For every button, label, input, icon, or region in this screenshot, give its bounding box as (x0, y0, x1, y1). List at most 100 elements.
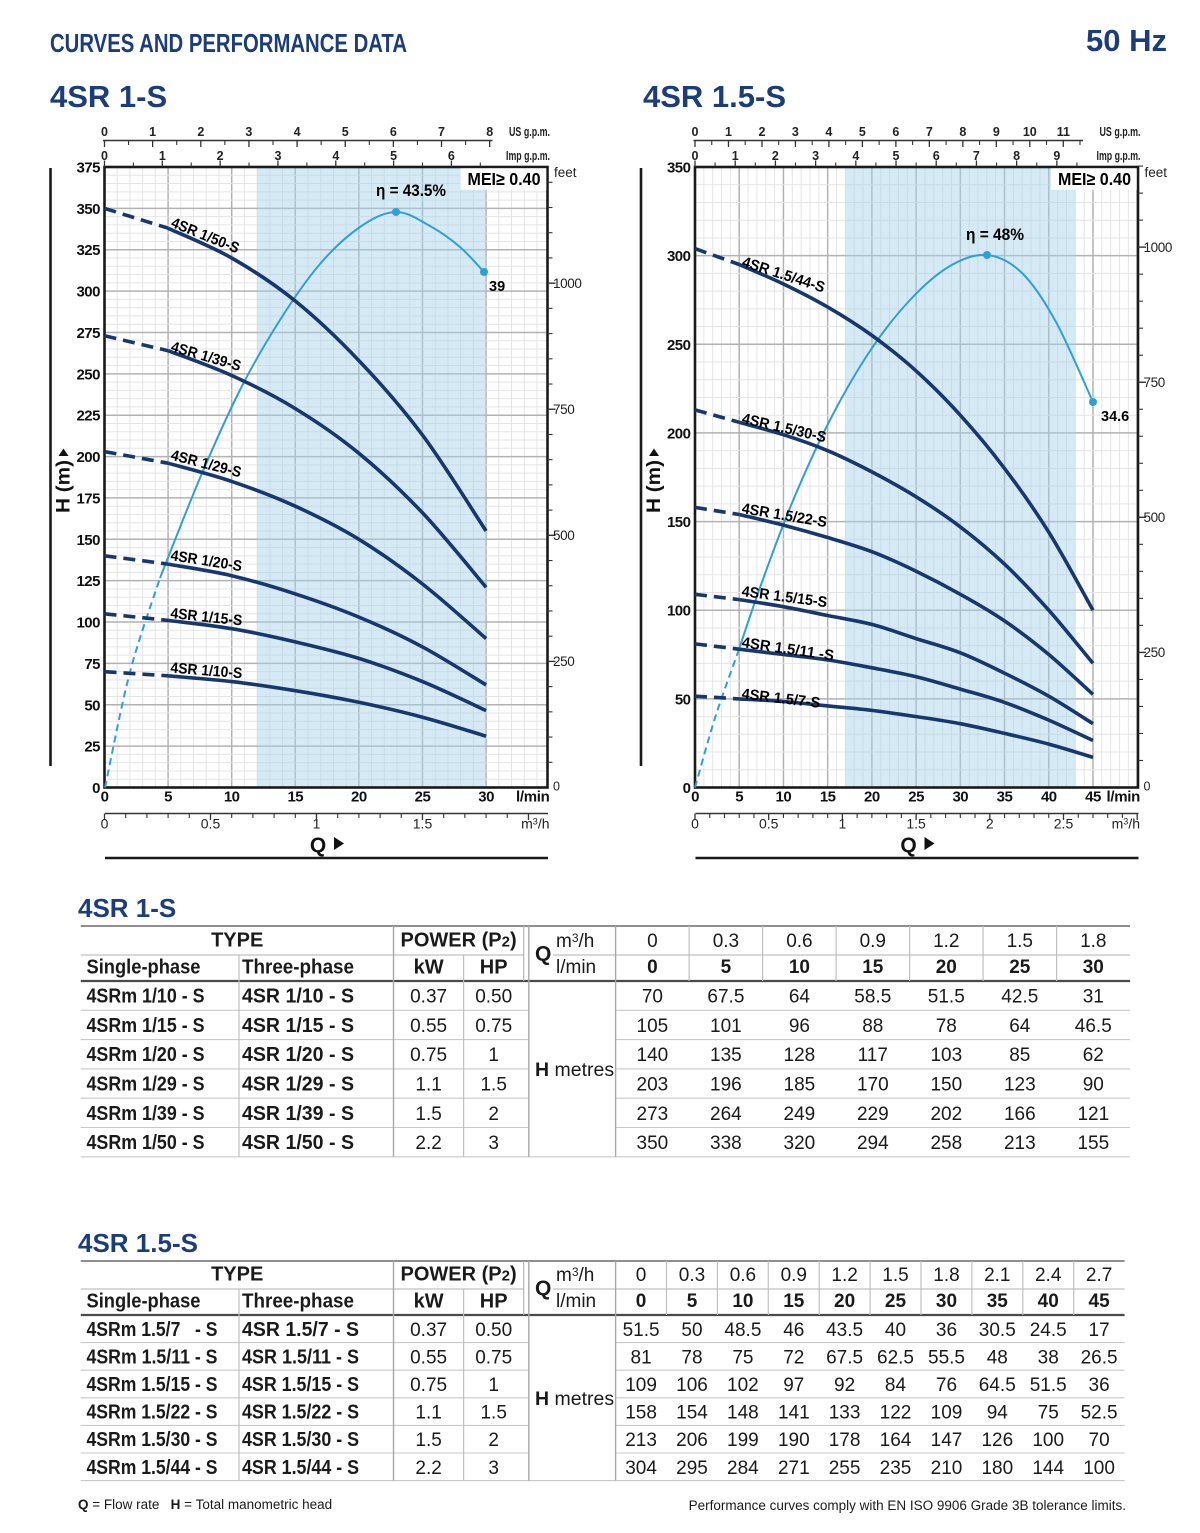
svg-text:40: 40 (1041, 789, 1057, 806)
svg-text:295: 295 (676, 1458, 708, 1479)
svg-text:36: 36 (936, 1320, 957, 1341)
svg-text:4SR 1/39 - S: 4SR 1/39 - S (242, 1103, 354, 1125)
svg-text:100: 100 (1032, 1430, 1064, 1451)
svg-text:4SR 1/29 - S: 4SR 1/29 - S (242, 1074, 354, 1096)
svg-text:36: 36 (1089, 1375, 1110, 1396)
svg-text:42.5: 42.5 (1001, 987, 1038, 1008)
svg-text:94: 94 (987, 1403, 1009, 1424)
svg-text:HP: HP (480, 957, 508, 979)
svg-text:4SRm 1.5/30 - S: 4SRm 1.5/30 - S (87, 1429, 218, 1451)
svg-text:1.8: 1.8 (933, 1265, 959, 1286)
svg-text:128: 128 (784, 1045, 816, 1066)
svg-text:15: 15 (287, 789, 303, 806)
svg-text:20: 20 (936, 957, 957, 978)
svg-text:58.5: 58.5 (854, 987, 891, 1008)
svg-text:1.8: 1.8 (1080, 931, 1106, 952)
svg-text:40: 40 (885, 1320, 906, 1341)
svg-text:0: 0 (692, 149, 699, 163)
svg-text:271: 271 (778, 1458, 810, 1479)
svg-text:67.5: 67.5 (826, 1347, 863, 1368)
svg-text:3: 3 (245, 125, 252, 139)
svg-text:25: 25 (415, 789, 431, 806)
svg-text:0.75: 0.75 (410, 1045, 447, 1066)
svg-text:50: 50 (681, 1320, 702, 1341)
svg-text:1.5: 1.5 (906, 816, 926, 832)
svg-text:0: 0 (647, 931, 658, 952)
svg-text:4SRm 1.5/44 - S: 4SRm 1.5/44 - S (87, 1457, 218, 1479)
svg-text:264: 264 (710, 1104, 742, 1125)
svg-text:1.5: 1.5 (1007, 931, 1033, 952)
svg-text:3: 3 (488, 1458, 499, 1479)
svg-text:25: 25 (885, 1291, 907, 1312)
svg-text:4: 4 (852, 149, 859, 163)
svg-text:213: 213 (625, 1430, 657, 1451)
svg-text:55.5: 55.5 (928, 1347, 965, 1368)
svg-text:46.5: 46.5 (1075, 1016, 1112, 1037)
svg-text:5: 5 (342, 125, 349, 139)
svg-text:45: 45 (1085, 789, 1101, 806)
svg-text:109: 109 (931, 1403, 963, 1424)
svg-text:255: 255 (829, 1458, 861, 1479)
svg-text:196: 196 (710, 1075, 742, 1096)
svg-text:feet: feet (554, 165, 577, 180)
svg-text:15: 15 (783, 1291, 805, 1312)
svg-text:25: 25 (84, 739, 100, 756)
svg-text:106: 106 (676, 1375, 708, 1396)
svg-text:51.5: 51.5 (928, 987, 965, 1008)
svg-text:2: 2 (772, 149, 779, 163)
svg-text:20: 20 (864, 789, 880, 806)
svg-text:350: 350 (76, 201, 100, 218)
svg-text:1.1: 1.1 (415, 1403, 441, 1424)
svg-text:20: 20 (351, 789, 367, 806)
svg-text:64.5: 64.5 (979, 1375, 1016, 1396)
svg-text:TYPE: TYPE (211, 930, 263, 952)
svg-text:1.5: 1.5 (480, 1075, 506, 1096)
svg-text:4SRm 1/10 - S: 4SRm 1/10 - S (87, 986, 205, 1008)
svg-text:4SR 1.5-S: 4SR 1.5-S (643, 79, 786, 114)
svg-text:l/min: l/min (516, 789, 550, 806)
svg-text:4SRm 1/50 - S: 4SRm 1/50 - S (87, 1132, 205, 1154)
svg-text:4: 4 (294, 125, 301, 139)
svg-text:166: 166 (1004, 1104, 1036, 1125)
svg-text:0.3: 0.3 (713, 931, 739, 952)
svg-text:4SR 1-S: 4SR 1-S (78, 893, 176, 923)
svg-text:4SR 1/15 - S: 4SR 1/15 - S (242, 1015, 354, 1037)
svg-text:Imp g.p.m.: Imp g.p.m. (1097, 149, 1141, 163)
svg-text:0.37: 0.37 (410, 987, 447, 1008)
svg-text:375: 375 (76, 160, 100, 177)
svg-text:164: 164 (880, 1430, 912, 1451)
svg-text:15: 15 (862, 957, 884, 978)
svg-text:70: 70 (1089, 1430, 1110, 1451)
svg-text:6: 6 (933, 149, 940, 163)
svg-text:202: 202 (930, 1104, 962, 1125)
svg-text:POWER (P2): POWER (P2) (401, 930, 517, 952)
svg-text:325: 325 (76, 242, 100, 259)
svg-text:30: 30 (936, 1291, 957, 1312)
svg-text:5: 5 (164, 789, 172, 806)
svg-text:l/min: l/min (556, 957, 596, 978)
svg-text:64: 64 (789, 987, 811, 1008)
svg-text:5: 5 (721, 957, 732, 978)
svg-text:304: 304 (625, 1458, 657, 1479)
svg-text:10: 10 (1023, 125, 1037, 139)
svg-text:109: 109 (625, 1375, 657, 1396)
svg-text:5: 5 (735, 789, 743, 806)
svg-text:Imp g.p.m.: Imp g.p.m. (506, 149, 550, 163)
svg-text:62.5: 62.5 (877, 1347, 914, 1368)
svg-text:250: 250 (667, 337, 691, 354)
svg-text:1: 1 (732, 149, 739, 163)
svg-text:135: 135 (710, 1045, 742, 1066)
svg-text:76: 76 (936, 1375, 957, 1396)
svg-text:34.6: 34.6 (1101, 409, 1129, 425)
svg-text:6: 6 (892, 125, 899, 139)
svg-text:190: 190 (778, 1430, 810, 1451)
svg-text:9: 9 (993, 125, 1000, 139)
svg-text:75: 75 (1038, 1403, 1059, 1424)
svg-text:4SR 1-S: 4SR 1-S (50, 79, 167, 114)
svg-text:0.37: 0.37 (410, 1320, 447, 1341)
svg-text:133: 133 (829, 1403, 861, 1424)
svg-text:5: 5 (859, 125, 866, 139)
svg-text:300: 300 (667, 248, 691, 265)
svg-text:4SR 1.5/30 - S: 4SR 1.5/30 - S (242, 1429, 359, 1451)
svg-text:50: 50 (84, 697, 100, 714)
